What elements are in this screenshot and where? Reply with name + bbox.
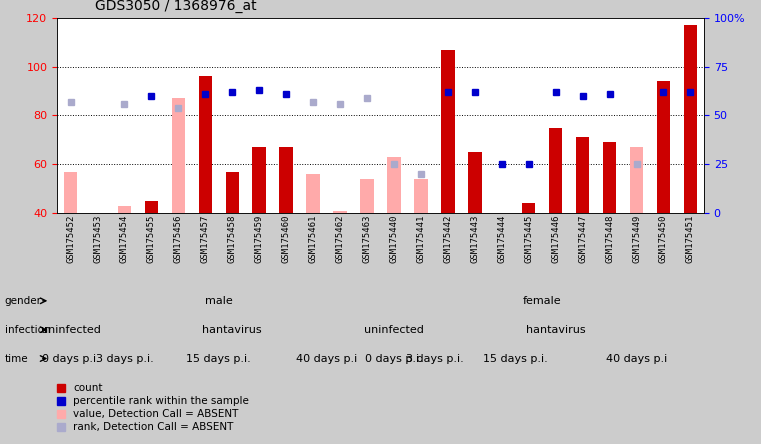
Bar [522,203,536,213]
Bar [549,128,562,213]
Text: hantavirus: hantavirus [202,325,262,335]
Text: 0 days p.i.: 0 days p.i. [365,353,423,364]
Bar [64,172,78,213]
Bar [657,81,670,213]
Text: count: count [73,383,103,392]
Text: GSM175441: GSM175441 [416,214,425,263]
Text: 40 days p.i: 40 days p.i [296,353,357,364]
Text: GSM175462: GSM175462 [336,214,345,263]
Bar [307,174,320,213]
Text: 40 days p.i: 40 days p.i [606,353,667,364]
Text: 15 days p.i.: 15 days p.i. [483,353,548,364]
Bar [468,152,482,213]
Bar [603,142,616,213]
Bar [576,138,589,213]
Bar [253,147,266,213]
Text: 15 days p.i.: 15 days p.i. [186,353,251,364]
Bar [441,50,454,213]
Text: rank, Detection Call = ABSENT: rank, Detection Call = ABSENT [73,422,234,432]
Text: GSM175445: GSM175445 [524,214,533,263]
Bar [683,25,697,213]
Text: GSM175459: GSM175459 [255,214,264,263]
Bar [172,99,185,213]
Bar [225,172,239,213]
Bar [199,76,212,213]
Text: GSM175457: GSM175457 [201,214,210,263]
Text: GSM175449: GSM175449 [632,214,641,263]
Text: GSM175444: GSM175444 [497,214,506,263]
Text: GSM175454: GSM175454 [120,214,129,263]
Bar [333,211,347,213]
Text: value, Detection Call = ABSENT: value, Detection Call = ABSENT [73,409,238,419]
Text: male: male [205,296,233,306]
Text: GSM175446: GSM175446 [551,214,560,263]
Text: GSM175448: GSM175448 [605,214,614,263]
Bar [414,179,428,213]
Text: GSM175447: GSM175447 [578,214,587,263]
Text: GSM175440: GSM175440 [390,214,399,263]
Text: hantavirus: hantavirus [526,325,585,335]
Bar [279,147,293,213]
Text: GSM175443: GSM175443 [470,214,479,263]
Text: GSM175463: GSM175463 [362,214,371,263]
Text: GSM175451: GSM175451 [686,214,695,263]
Text: GDS3050 / 1368976_at: GDS3050 / 1368976_at [95,0,256,13]
Text: uninfected: uninfected [40,325,100,335]
Text: female: female [523,296,562,306]
Text: GSM175460: GSM175460 [282,214,291,263]
Bar [360,179,374,213]
Text: uninfected: uninfected [364,325,424,335]
Text: GSM175452: GSM175452 [66,214,75,263]
Text: GSM175450: GSM175450 [659,214,668,263]
Bar [145,201,158,213]
Text: GSM175455: GSM175455 [147,214,156,263]
Text: 0 days p.i.: 0 days p.i. [42,353,100,364]
Text: infection: infection [5,325,50,335]
Text: time: time [5,353,28,364]
Bar [630,147,643,213]
Bar [495,213,508,223]
Text: gender: gender [5,296,42,306]
Text: GSM175442: GSM175442 [444,214,452,263]
Text: 3 days p.i.: 3 days p.i. [406,353,463,364]
Text: 3 days p.i.: 3 days p.i. [96,353,153,364]
Text: GSM175461: GSM175461 [309,214,317,263]
Bar [118,206,131,213]
Text: percentile rank within the sample: percentile rank within the sample [73,396,249,406]
Text: GSM175453: GSM175453 [93,214,102,263]
Text: GSM175458: GSM175458 [228,214,237,263]
Bar [387,157,401,213]
Text: GSM175456: GSM175456 [174,214,183,263]
